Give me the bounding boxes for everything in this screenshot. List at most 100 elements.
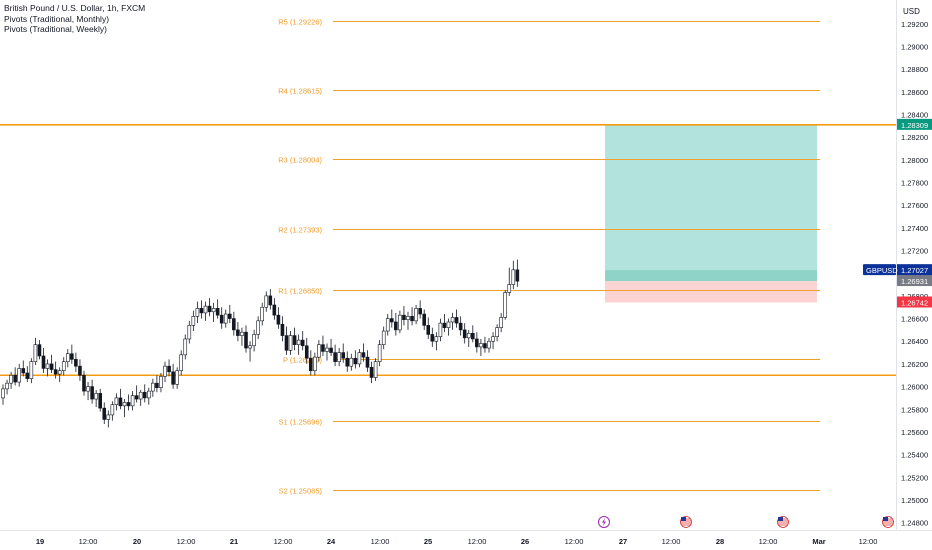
candles [1,259,520,428]
us-flag-event-icon[interactable] [680,516,692,528]
candle [329,338,333,356]
candle [142,384,147,403]
candle [333,344,337,367]
candle [491,332,495,350]
us-flag-event-icon[interactable] [882,516,894,528]
candle [41,348,46,373]
candle [495,324,499,342]
candle [304,337,309,364]
candle [394,312,398,336]
price-tag [897,296,932,308]
candle [187,320,192,344]
candle [29,358,34,384]
profit-zone-filled [605,270,817,282]
time-tick-label: 24 [327,537,336,546]
long-position-zones[interactable] [605,124,817,303]
price-tick-label: 1.24800 [901,519,928,528]
candle [82,370,86,396]
candle [134,385,139,403]
us-flag-event-icon[interactable] [777,516,789,528]
candle [122,399,127,418]
legend-weekly-pivots[interactable]: Pivots (Traditional, Weekly) [4,24,107,34]
candle [256,316,260,339]
pivot-label: R4 (1.28615) [278,87,322,96]
time-tick-label: 12:00 [468,537,487,546]
candle [223,309,228,328]
candle [511,260,516,290]
candle [470,325,475,343]
time-tick-label: 27 [619,537,627,546]
lightning-event-icon[interactable] [598,516,610,528]
candle [418,300,422,319]
candle [487,337,491,353]
candle [219,307,224,329]
legend-symbol[interactable]: British Pound / U.S. Dollar, 1h, FXCM [4,3,146,13]
candle [284,326,289,355]
time-tick-label: 26 [521,537,529,546]
candle [195,301,200,324]
pivot-label: R5 (1.29226) [278,18,322,27]
legend-monthly-pivots[interactable]: Pivots (Traditional, Monthly) [4,13,110,24]
candle [264,291,269,312]
time-tick-label: 12:00 [759,537,778,546]
candle [272,298,277,320]
candle [207,298,212,317]
candle [430,327,435,347]
candle [17,363,22,387]
candle [369,361,374,384]
price-axis[interactable]: 1.29200 1.29000 1.28800 1.28600 1.28400 1.282… [901,20,928,528]
candle [94,389,98,407]
candle [385,314,390,336]
candle [126,394,131,411]
candle [78,359,82,381]
candle [503,290,508,320]
currency-label: USD [903,7,920,16]
time-tick-label: 28 [716,537,724,546]
candle [507,267,512,296]
candle [203,301,208,321]
time-tick-label: 21 [230,537,238,546]
candle [317,340,321,362]
candle [25,366,30,383]
legend: British Pound / U.S. Dollar, 1h, FXCM Pi… [4,3,145,35]
horizontal-lines[interactable] [0,124,896,377]
candle [321,335,325,356]
candle [183,334,188,360]
candle [155,375,159,393]
candle [422,309,427,330]
price-tag [897,118,932,130]
time-tick-label: 12:00 [859,537,878,546]
candle [357,349,362,368]
event-markers[interactable] [598,516,894,528]
profit-zone[interactable] [605,124,817,282]
loss-zone[interactable] [605,281,817,303]
candle [163,361,167,383]
price-tag-label: 1.26931 [901,277,928,286]
price-tick-label: 1.29200 [901,20,928,29]
symbol-tag [863,264,896,276]
candle [98,388,102,412]
pivot-label: R1 (1.26850) [278,287,322,296]
candle [236,321,240,342]
candle [389,309,394,328]
price-tick-label: 1.27800 [901,179,928,188]
candle [414,304,418,325]
pivot-label: R2 (1.27393) [278,226,322,235]
candle [90,379,94,404]
candle [515,259,520,287]
candle [300,331,305,351]
last-price-value: 1.27027 [901,266,928,275]
time-axis[interactable]: 19 12:00 20 12:00 21 12:00 24 12:00 25 12:00 26 12:… [36,537,878,546]
candle [276,307,281,329]
candle [288,331,293,355]
price-tick-label: 1.28600 [901,88,928,97]
candle [406,311,410,330]
candle [53,361,58,379]
candle [296,334,301,355]
candle [9,371,13,389]
candle [483,336,487,353]
candle [167,359,171,377]
candle [398,310,402,334]
